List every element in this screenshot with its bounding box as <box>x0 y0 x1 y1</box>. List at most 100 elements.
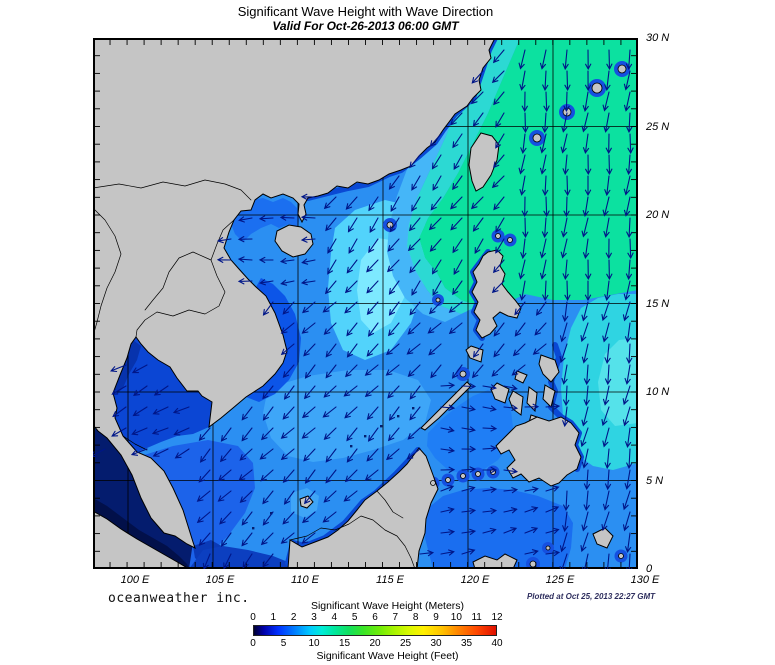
wave-arrow <box>216 237 232 244</box>
wave-arrow <box>524 506 539 513</box>
wave-arrow <box>239 490 253 504</box>
wave-arrow <box>522 112 529 134</box>
wave-arrow <box>461 445 477 453</box>
wave-arrow <box>623 91 631 112</box>
wave-arrow <box>220 532 232 547</box>
wave-arrow <box>583 385 590 407</box>
wave-arrow <box>601 406 610 427</box>
landmass <box>468 132 500 192</box>
wave-arrow <box>562 154 569 176</box>
coast-fringe <box>285 447 421 566</box>
wave-arrow <box>585 154 592 176</box>
wave-arrow <box>301 322 316 334</box>
wave-arrow <box>584 175 592 197</box>
feet-tick: 35 <box>460 638 473 649</box>
coastal-cyan-blue <box>387 38 481 322</box>
colorbar-gradient <box>253 625 497 636</box>
wave-arrow <box>539 259 547 280</box>
wave-arrow <box>260 427 274 441</box>
wave-arrow <box>561 217 568 238</box>
gulf-of-thailand <box>113 337 212 452</box>
small-island <box>460 473 466 479</box>
wave-arrow <box>581 406 589 427</box>
wave-arrow <box>366 343 379 357</box>
wave-arrow <box>472 343 484 358</box>
wave-arrow <box>493 343 505 358</box>
meters-tick: 11 <box>471 612 482 623</box>
wave-arrow <box>585 49 592 71</box>
wave-arrow <box>625 259 633 281</box>
wave-arrow <box>461 548 476 555</box>
wave-arrow <box>518 49 526 70</box>
wave-arrow <box>301 532 316 544</box>
wave-arrow <box>562 301 569 323</box>
wave-arrow <box>491 364 505 377</box>
wave-arrow <box>223 553 232 570</box>
wave-arrow <box>583 490 590 512</box>
wave-arrow <box>625 154 633 176</box>
wave-arrow <box>535 301 547 316</box>
wave-arrow <box>388 406 400 421</box>
wave-arrow <box>304 469 316 484</box>
wave-arrow <box>280 322 295 334</box>
reef-speck <box>252 527 255 530</box>
wave-arrow <box>238 216 253 223</box>
wave-arrow <box>492 49 505 64</box>
wave-arrow <box>518 154 526 175</box>
wave-arrow <box>241 427 253 442</box>
wave-arrow <box>521 196 528 218</box>
wave-arrow <box>452 280 463 296</box>
wave-arrow <box>601 301 610 322</box>
wave-arrow <box>543 196 550 218</box>
wave-arrow <box>364 364 379 376</box>
wave-arrow <box>560 133 568 154</box>
wave-arrow <box>461 485 476 492</box>
wave-arrow <box>348 238 358 254</box>
wave-arrow <box>303 385 316 400</box>
wave-arrow <box>411 280 421 296</box>
landmass <box>420 381 472 431</box>
wave-arrow <box>429 238 442 252</box>
wave-arrow <box>491 280 505 294</box>
wave-arrow <box>241 406 253 421</box>
wave-arrow <box>493 196 505 211</box>
wave-arrow <box>325 343 337 358</box>
feet-tick: 5 <box>280 638 287 649</box>
wave-arrow <box>584 70 592 92</box>
feet-tick: 15 <box>338 638 351 649</box>
wave-arrow <box>303 448 316 462</box>
wave-arrow <box>322 301 337 313</box>
wave-arrow <box>323 385 337 398</box>
wave-arrow <box>132 406 148 417</box>
wave-arrow <box>428 301 442 315</box>
lon-label: 110 E <box>291 574 319 586</box>
lat-label: 30 N <box>646 32 670 44</box>
wave-arrow <box>545 549 561 557</box>
lon-label: 100 E <box>120 574 150 586</box>
wave-arrow <box>110 364 127 373</box>
wave-arrow <box>564 70 571 92</box>
wave-arrow <box>452 175 463 191</box>
small-island <box>495 233 501 239</box>
wave-arrow <box>419 550 435 557</box>
wave-arrow <box>482 507 498 515</box>
small-island <box>430 480 436 486</box>
wave-arrow <box>461 507 477 515</box>
wave-arrow <box>491 175 505 189</box>
small-island <box>591 82 603 94</box>
wave-arrow <box>543 91 550 113</box>
small-island <box>386 221 394 229</box>
lat-label: 20 N <box>646 209 670 221</box>
meters-tick: 10 <box>450 612 462 623</box>
wave-arrow <box>440 507 455 514</box>
meters-tick: 12 <box>491 612 503 623</box>
wave-arrow <box>364 469 379 481</box>
wave-arrow <box>545 403 561 410</box>
feet-tick: 25 <box>399 638 412 649</box>
wave-arrow <box>429 133 442 147</box>
landmass <box>495 416 582 487</box>
wave-arrow <box>346 259 358 274</box>
wave-arrow <box>583 469 591 491</box>
wave-arrow <box>366 448 379 462</box>
reef-speck <box>364 435 367 438</box>
